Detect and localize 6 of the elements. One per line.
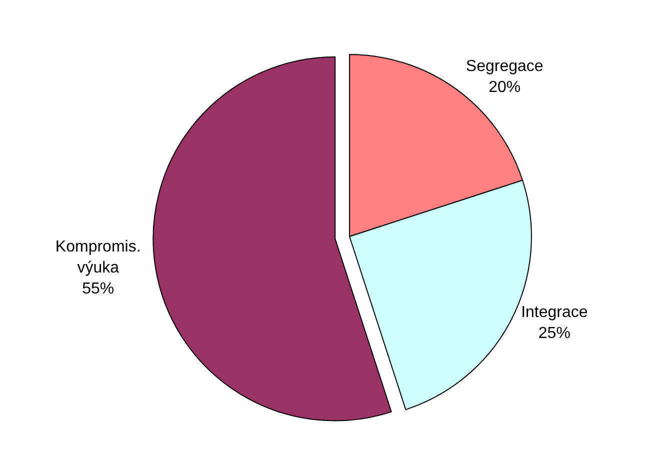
- data-label: 20%: [488, 78, 521, 96]
- slice-label: Kompromis. výuka: [55, 238, 141, 276]
- slice-label: Integrace: [521, 304, 588, 322]
- data-label: 25%: [538, 324, 570, 342]
- data-label: 55%: [82, 280, 114, 298]
- slice-label: Segregace: [466, 58, 544, 76]
